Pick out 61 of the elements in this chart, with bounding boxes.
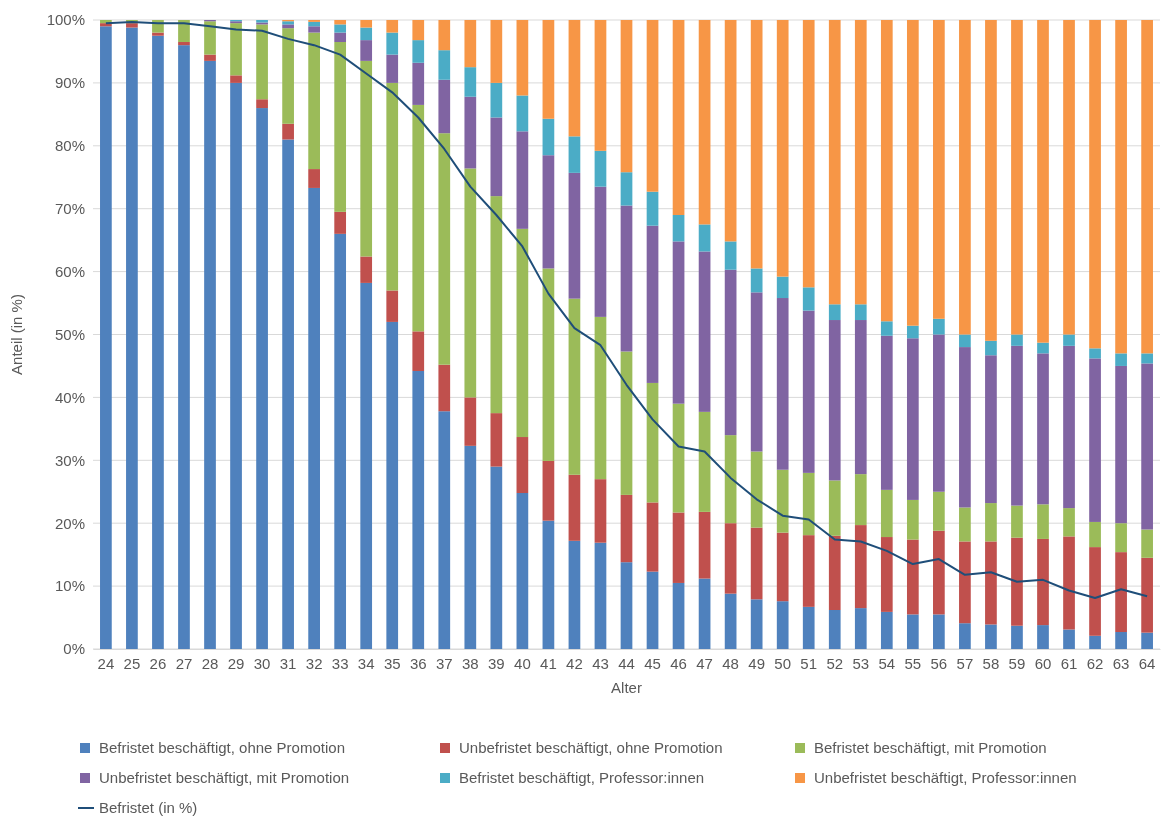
x-tick-label: 49 [748, 654, 765, 672]
x-tick-label: 57 [956, 654, 974, 672]
legend-label: Unbefristet beschäftigt, Professor:innen [814, 769, 1077, 786]
x-tick-label: 35 [383, 654, 401, 672]
y-tick-label: 70% [54, 200, 85, 217]
x-tick-label: 50 [774, 654, 792, 672]
x-tick-label: 63 [1112, 654, 1130, 672]
y-tick-label: 80% [54, 137, 85, 155]
x-tick-label: 55 [904, 654, 922, 672]
x-tick-label: 53 [852, 654, 870, 672]
x-tick-label: 37 [435, 654, 453, 672]
x-tick-label: 44 [618, 654, 635, 672]
y-tick-label: 30% [54, 451, 85, 469]
x-tick-label: 52 [826, 654, 844, 672]
x-tick-label: 32 [305, 654, 323, 672]
y-tick-label: 100% [46, 11, 85, 29]
x-tick-label: 31 [279, 654, 297, 672]
y-tick-label: 50% [54, 325, 85, 343]
x-tick-label: 24 [97, 654, 115, 672]
y-tick-label: 40% [54, 388, 85, 406]
legend-label: Unbefristet beschäftigt, ohne Promotion [459, 739, 723, 756]
legend-label: Befristet (in %) [99, 799, 198, 816]
x-tick-label: 28 [201, 654, 219, 672]
x-tick-label: 59 [1008, 654, 1026, 672]
x-tick-label: 61 [1060, 654, 1078, 672]
y-tick-label: 20% [54, 514, 85, 532]
y-tick-label: 0% [63, 640, 85, 658]
x-tick-label: 43 [592, 654, 609, 672]
legend-label: Befristet beschäftigt, Professor:innen [459, 769, 705, 786]
y-tick-label: 60% [54, 262, 85, 280]
legend-label: Unbefristet beschäftigt, mit Promotion [99, 769, 350, 786]
x-tick-label: 58 [982, 654, 1000, 672]
x-axis-title: Alter [611, 679, 642, 696]
x-tick-label: 26 [149, 654, 167, 672]
x-tick-label: 46 [670, 654, 687, 672]
x-tick-label: 45 [644, 654, 661, 672]
x-tick-label: 34 [357, 654, 375, 672]
legend-label: Befristet beschäftigt, ohne Promotion [99, 739, 345, 756]
y-tick-label: 10% [54, 577, 85, 595]
x-tick-label: 62 [1086, 654, 1104, 672]
x-tick-label: 25 [123, 654, 141, 672]
legend-label: Befristet beschäftigt, mit Promotion [814, 739, 1047, 756]
x-tick-label: 54 [878, 654, 896, 672]
x-tick-label: 51 [800, 654, 818, 672]
x-tick-label: 42 [566, 654, 583, 672]
x-tick-label: 56 [930, 654, 948, 672]
x-tick-label: 38 [461, 654, 479, 672]
x-tick-label: 47 [696, 654, 713, 672]
x-tick-label: 64 [1138, 654, 1156, 672]
x-tick-label: 30 [253, 654, 271, 672]
x-tick-label: 27 [175, 654, 193, 672]
x-tick-label: 48 [722, 654, 739, 672]
x-tick-label: 39 [488, 654, 505, 672]
y-axis-title: Anteil (in %) [8, 294, 25, 375]
x-tick-label: 33 [331, 654, 349, 672]
x-tick-label: 29 [227, 654, 245, 672]
x-tick-label: 60 [1034, 654, 1052, 672]
x-tick-label: 40 [514, 654, 531, 672]
x-tick-label: 41 [540, 654, 557, 672]
x-tick-label: 36 [409, 654, 427, 672]
y-tick-label: 90% [54, 74, 85, 92]
